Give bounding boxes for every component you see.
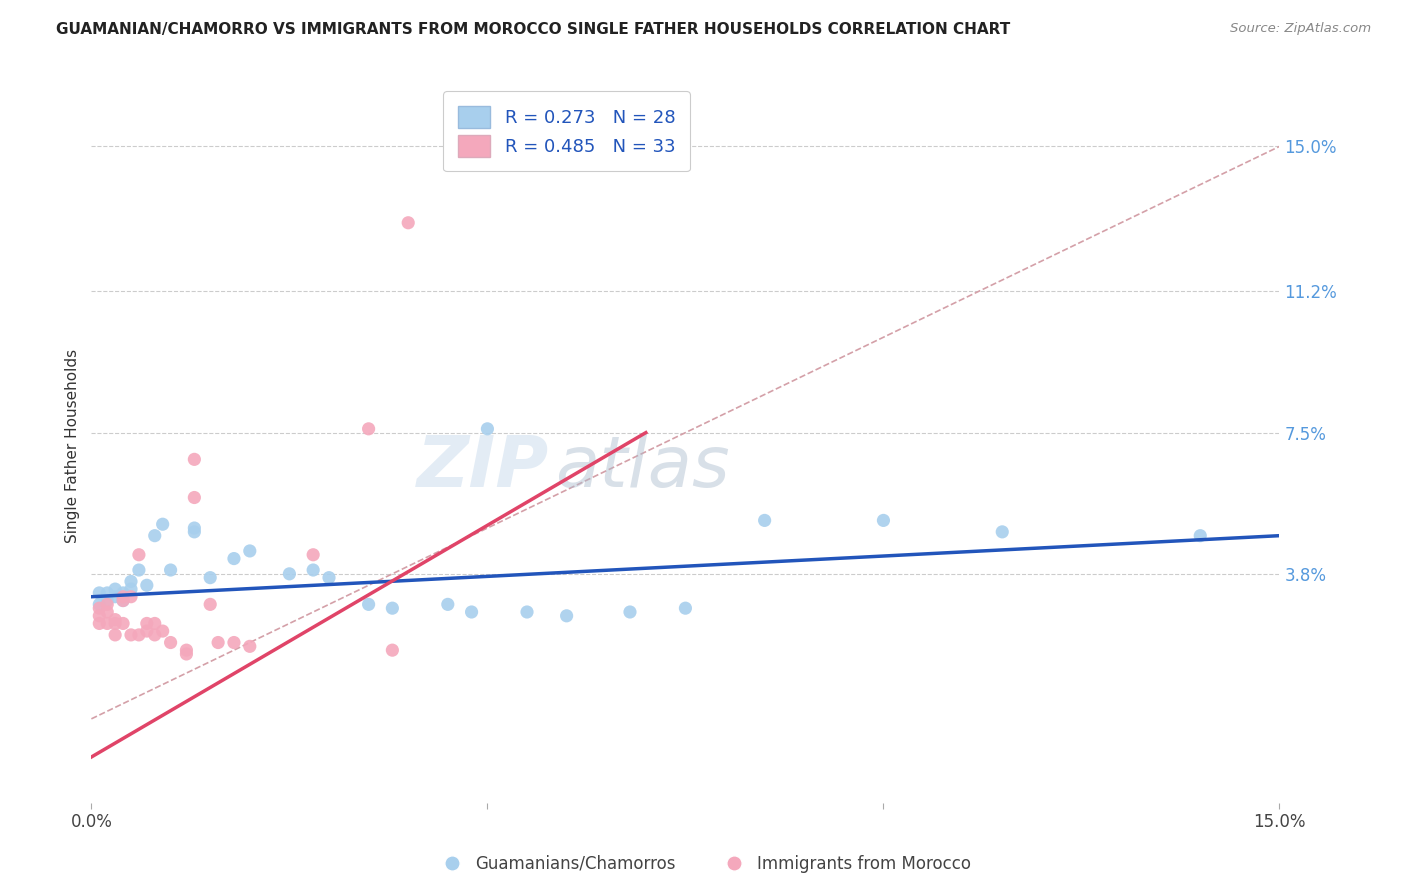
Point — [135, 616, 157, 631]
Point — [357, 598, 380, 612]
Point — [302, 563, 325, 577]
Legend: R = 0.273   N = 28, R = 0.485   N = 33: R = 0.273 N = 28, R = 0.485 N = 33 — [443, 91, 690, 171]
Point — [96, 605, 118, 619]
Point — [89, 608, 111, 623]
Point — [381, 643, 404, 657]
Point — [239, 640, 262, 654]
Point — [183, 491, 205, 505]
Point — [555, 608, 578, 623]
Text: GUAMANIAN/CHAMORRO VS IMMIGRANTS FROM MOROCCO SINGLE FATHER HOUSEHOLDS CORRELATI: GUAMANIAN/CHAMORRO VS IMMIGRANTS FROM MO… — [56, 22, 1011, 37]
Point — [381, 601, 404, 615]
Point — [619, 605, 641, 619]
Point — [183, 521, 205, 535]
Point — [222, 635, 245, 649]
Point — [516, 605, 538, 619]
Point — [991, 524, 1014, 539]
Point — [207, 635, 229, 649]
Text: ZIP: ZIP — [416, 433, 548, 502]
Text: Source: ZipAtlas.com: Source: ZipAtlas.com — [1230, 22, 1371, 36]
Point — [278, 566, 301, 581]
Point — [143, 529, 166, 543]
Point — [396, 216, 419, 230]
Point — [112, 593, 135, 607]
Point — [143, 628, 166, 642]
Point — [318, 571, 340, 585]
Point — [239, 544, 262, 558]
Point — [200, 571, 222, 585]
Point — [96, 598, 118, 612]
Point — [104, 582, 127, 596]
Point — [112, 586, 135, 600]
Point — [128, 563, 150, 577]
Point — [460, 605, 482, 619]
Point — [96, 616, 118, 631]
Point — [176, 643, 198, 657]
Point — [128, 548, 150, 562]
Point — [673, 601, 696, 615]
Point — [754, 513, 776, 527]
Point — [120, 582, 142, 596]
Point — [477, 422, 499, 436]
Point — [112, 616, 135, 631]
Point — [96, 593, 118, 607]
Point — [152, 517, 174, 532]
Point — [96, 586, 118, 600]
Point — [128, 628, 150, 642]
Point — [112, 590, 135, 604]
Point — [89, 586, 111, 600]
Text: atlas: atlas — [555, 433, 730, 502]
Point — [120, 628, 142, 642]
Point — [183, 452, 205, 467]
Point — [176, 647, 198, 661]
Point — [89, 616, 111, 631]
Point — [152, 624, 174, 638]
Y-axis label: Single Father Households: Single Father Households — [65, 349, 80, 543]
Legend: Guamanians/Chamorros, Immigrants from Morocco: Guamanians/Chamorros, Immigrants from Mo… — [429, 848, 977, 880]
Point — [89, 601, 111, 615]
Point — [200, 598, 222, 612]
Point — [104, 616, 127, 631]
Point — [89, 598, 111, 612]
Point — [302, 548, 325, 562]
Point — [104, 613, 127, 627]
Point — [120, 574, 142, 589]
Point — [135, 624, 157, 638]
Point — [183, 524, 205, 539]
Point — [159, 563, 181, 577]
Point — [104, 590, 127, 604]
Point — [1189, 529, 1212, 543]
Point — [143, 616, 166, 631]
Point — [112, 593, 135, 607]
Point — [104, 628, 127, 642]
Point — [120, 590, 142, 604]
Point — [159, 635, 181, 649]
Point — [135, 578, 157, 592]
Point — [436, 598, 458, 612]
Point — [357, 422, 380, 436]
Point — [872, 513, 894, 527]
Point — [222, 551, 245, 566]
